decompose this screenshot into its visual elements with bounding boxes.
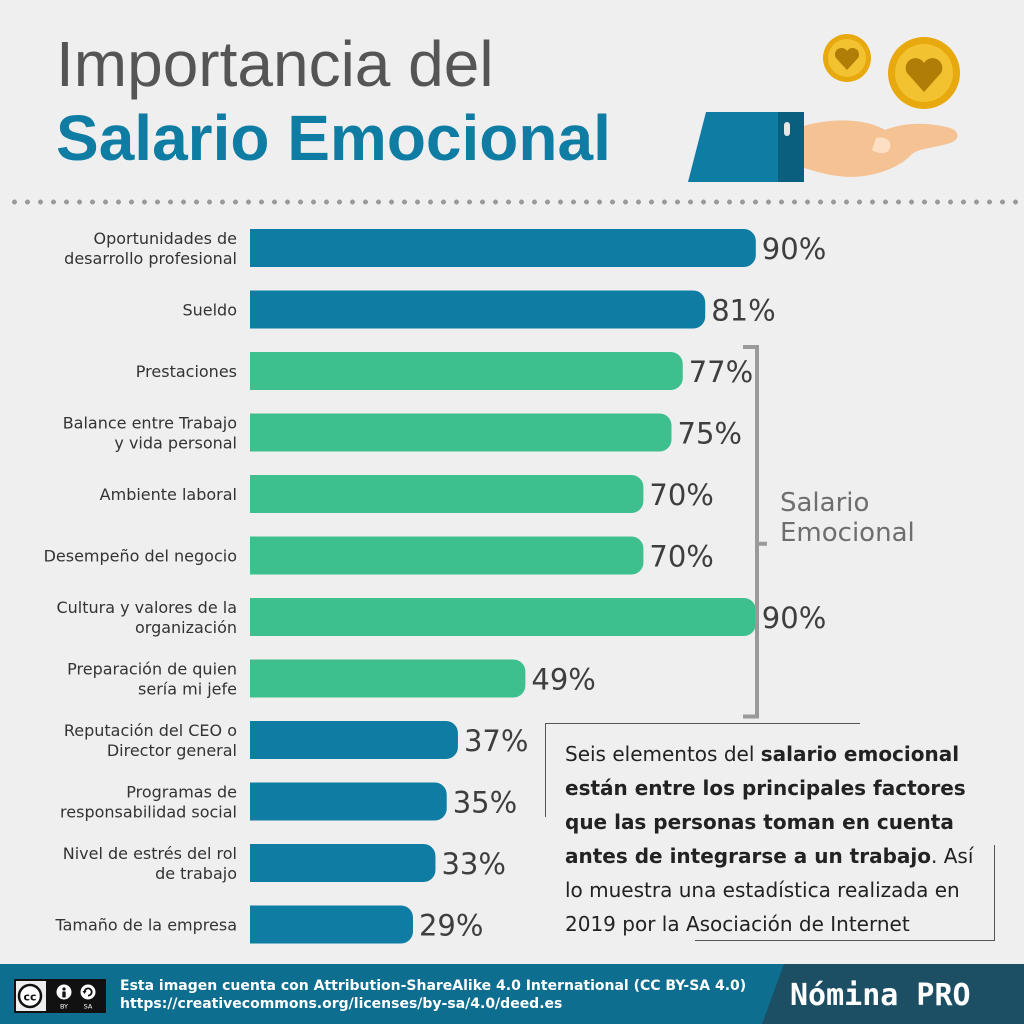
sleeve-shape <box>688 112 778 182</box>
note-box: Seis elementos del salario emocional est… <box>545 723 995 941</box>
bar-6 <box>250 598 756 636</box>
footer-brand-panel <box>762 964 1024 1024</box>
note-text: Seis elementos del salario emocional est… <box>565 737 995 941</box>
value-label-8: 37% <box>464 724 528 758</box>
category-label-8: Reputación del CEO o Director general <box>64 721 237 760</box>
category-label-3: Balance entre Trabajo y vida personal <box>63 414 237 453</box>
value-label-9: 35% <box>453 786 517 820</box>
cc-license-badge[interactable]: cc BY SA <box>14 979 106 1013</box>
bracket-label: Salario Emocional <box>780 488 915 548</box>
value-label-5: 70% <box>649 540 713 574</box>
category-label-1: Sueldo <box>182 301 237 320</box>
value-label-3: 75% <box>678 417 742 451</box>
category-label-7: Preparación de quien sería mi jefe <box>67 660 237 699</box>
bar-10 <box>250 844 436 882</box>
title-line-1: Importancia del <box>56 28 494 100</box>
title-line-2: Salario Emocional <box>56 102 611 174</box>
value-label-10: 33% <box>441 847 505 881</box>
note-tail-2: Así lo muestra una estadística realizada… <box>565 844 974 936</box>
category-label-9: Programas de responsabilidad social <box>60 783 237 822</box>
note-intro: Seis elementos del <box>565 742 761 766</box>
note-tail-1: . <box>931 844 938 868</box>
bar-0 <box>250 229 756 267</box>
category-label-0: Oportunidades de desarrollo profesional <box>64 229 237 268</box>
category-label-2: Prestaciones <box>136 362 237 381</box>
bar-chart: Oportunidades de desarrollo profesional 90… <box>44 229 826 944</box>
category-label-11: Tamaño de la empresa <box>54 916 237 935</box>
license-url[interactable]: https://creativecommons.org/licenses/by-… <box>120 996 563 1012</box>
value-label-7: 49% <box>531 663 595 697</box>
dotted-divider <box>8 199 1024 205</box>
bar-7 <box>250 659 526 698</box>
category-label-6: Cultura y valores de la organización <box>56 598 237 637</box>
sa-share-icon <box>80 984 96 1000</box>
value-label-4: 70% <box>649 478 713 512</box>
coin-heart-icon <box>823 34 871 82</box>
cc-icon: cc <box>17 983 43 1009</box>
license-line-1: Esta imagen cuenta con Attribution-Share… <box>120 978 747 994</box>
bar-11 <box>250 905 413 944</box>
note-bold: salario emocional están entre los princi… <box>565 742 966 868</box>
brand-logo-text: Nómina PRO <box>790 978 971 1013</box>
bar-1 <box>250 290 706 329</box>
bar-4 <box>250 475 644 513</box>
group-bracket <box>743 345 767 719</box>
category-label-5: Desempeño del negocio <box>44 547 237 566</box>
value-label-1: 81% <box>711 294 775 328</box>
coin-heart-icon <box>888 37 960 109</box>
svg-text:cc: cc <box>23 991 36 1004</box>
value-label-2: 77% <box>689 355 753 389</box>
license-text: Esta imagen cuenta con Attribution-Share… <box>120 977 746 1013</box>
by-person-icon <box>56 984 72 1000</box>
bar-3 <box>250 413 672 452</box>
bar-8 <box>250 721 458 759</box>
bar-5 <box>250 536 644 575</box>
cc-by-text: BY <box>60 1003 68 1011</box>
value-label-11: 29% <box>419 909 483 943</box>
hand-coins-illustration <box>688 34 960 182</box>
bar-2 <box>250 352 683 390</box>
category-label-10: Nivel de estrés del rol de trabajo <box>63 844 237 883</box>
value-label-6: 90% <box>762 601 826 635</box>
category-label-4: Ambiente laboral <box>100 485 237 504</box>
bar-9 <box>250 782 447 821</box>
value-label-0: 90% <box>762 232 826 266</box>
cc-sa-text: SA <box>84 1003 93 1011</box>
